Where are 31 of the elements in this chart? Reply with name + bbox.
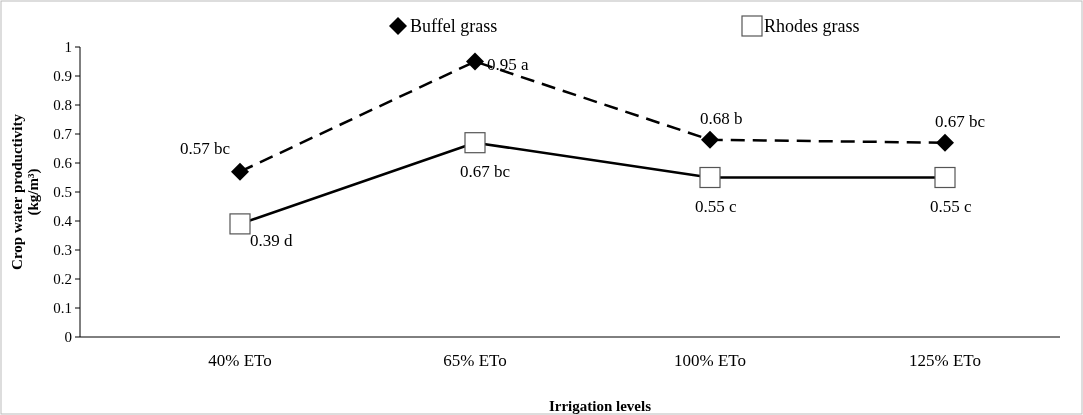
x-axis-title: Irrigation levels <box>548 398 652 414</box>
data-label: 0.67 bc <box>935 111 986 131</box>
point <box>466 52 484 71</box>
legend-label: Rhodes grass <box>764 16 860 36</box>
y-tick-label: 0.7 <box>53 126 73 143</box>
data-label: 0.39 d <box>250 230 293 250</box>
y-tick-label: 0.9 <box>53 68 72 85</box>
x-tick-label: 40% ETo <box>208 351 272 370</box>
x-tick-label: 125% ETo <box>909 351 981 370</box>
y-tick-label: 0 <box>64 329 72 346</box>
data-label: 0.68 b <box>700 108 743 128</box>
y-tick-label: 0.4 <box>53 213 73 230</box>
y-tick-label: 0.1 <box>53 300 72 317</box>
data-label: 0.95 a <box>487 54 529 74</box>
y-tick-label: 0.6 <box>53 155 73 172</box>
y-tick-label: 0.3 <box>53 242 72 259</box>
y-tick-label: 1 <box>64 39 72 56</box>
x-tick-label: 65% ETo <box>443 351 507 370</box>
point <box>936 133 954 152</box>
data-label: 0.67 bc <box>460 161 511 181</box>
legend-label: Buffel grass <box>410 16 498 36</box>
y-tick-label: 0.8 <box>53 97 72 114</box>
y-tick-label: 0.5 <box>53 184 72 201</box>
y-axis-title: Crop water productivity (kg/m³) <box>9 113 42 270</box>
x-tick-label: 100% ETo <box>674 351 746 370</box>
data-label: 0.57 bc <box>180 138 231 158</box>
y-tick-label: 0.2 <box>53 271 72 288</box>
point <box>701 130 719 149</box>
data-label: 0.55 c <box>695 196 737 216</box>
point <box>231 162 249 181</box>
data-label: 0.55 c <box>930 196 972 216</box>
